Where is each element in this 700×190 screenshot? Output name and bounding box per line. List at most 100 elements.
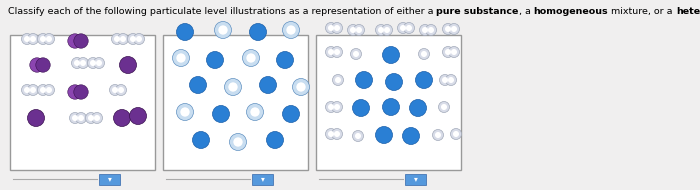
Circle shape <box>441 104 447 110</box>
Circle shape <box>400 25 406 31</box>
Circle shape <box>68 34 82 48</box>
Circle shape <box>276 51 293 69</box>
Circle shape <box>96 60 102 66</box>
Circle shape <box>27 85 38 96</box>
FancyBboxPatch shape <box>99 173 120 184</box>
Circle shape <box>350 27 356 33</box>
Circle shape <box>68 85 82 99</box>
Circle shape <box>71 58 83 69</box>
Circle shape <box>80 60 86 66</box>
Circle shape <box>419 48 430 59</box>
Circle shape <box>283 21 300 39</box>
Circle shape <box>449 24 459 35</box>
Circle shape <box>113 109 130 127</box>
Circle shape <box>40 36 46 42</box>
Circle shape <box>445 49 451 55</box>
Circle shape <box>94 115 100 121</box>
Text: ▾: ▾ <box>108 174 112 184</box>
Circle shape <box>332 74 344 86</box>
FancyBboxPatch shape <box>10 35 155 170</box>
Circle shape <box>353 100 370 116</box>
Circle shape <box>332 47 342 58</box>
Circle shape <box>448 77 454 83</box>
FancyBboxPatch shape <box>163 35 308 170</box>
Circle shape <box>326 128 337 139</box>
Circle shape <box>433 130 444 140</box>
Circle shape <box>43 85 55 96</box>
Circle shape <box>422 27 428 33</box>
Circle shape <box>172 50 190 66</box>
Circle shape <box>384 27 390 33</box>
Circle shape <box>78 115 84 121</box>
Text: Classify each of the following particulate level illustrations as a representati: Classify each of the following particula… <box>8 7 437 16</box>
Circle shape <box>30 58 44 72</box>
Circle shape <box>136 36 142 42</box>
Circle shape <box>421 51 427 57</box>
Circle shape <box>267 131 284 149</box>
Circle shape <box>176 53 186 63</box>
Circle shape <box>328 104 334 110</box>
Circle shape <box>335 77 341 83</box>
Circle shape <box>181 107 190 117</box>
Circle shape <box>347 25 358 36</box>
Circle shape <box>445 26 451 32</box>
Circle shape <box>246 104 263 120</box>
Circle shape <box>326 101 337 112</box>
Circle shape <box>293 78 309 96</box>
Circle shape <box>43 33 55 44</box>
FancyBboxPatch shape <box>405 173 426 184</box>
Circle shape <box>334 49 340 55</box>
Circle shape <box>114 36 120 42</box>
Circle shape <box>228 82 238 92</box>
FancyBboxPatch shape <box>316 35 461 170</box>
Circle shape <box>88 115 94 121</box>
Circle shape <box>72 115 78 121</box>
Circle shape <box>356 71 372 89</box>
Circle shape <box>27 109 45 127</box>
Circle shape <box>38 33 48 44</box>
Circle shape <box>334 131 340 137</box>
Circle shape <box>398 22 409 33</box>
Circle shape <box>328 49 334 55</box>
Circle shape <box>328 131 334 137</box>
Circle shape <box>249 24 267 40</box>
Circle shape <box>334 104 340 110</box>
Circle shape <box>130 36 136 42</box>
Circle shape <box>225 78 242 96</box>
Circle shape <box>116 85 127 96</box>
Text: heterogeneous: heterogeneous <box>676 7 700 16</box>
Circle shape <box>74 85 88 99</box>
Circle shape <box>451 128 461 139</box>
Circle shape <box>451 26 457 32</box>
Circle shape <box>78 58 88 69</box>
Circle shape <box>40 87 46 93</box>
Circle shape <box>403 22 414 33</box>
Circle shape <box>356 27 362 33</box>
Circle shape <box>435 132 441 138</box>
Circle shape <box>442 24 454 35</box>
Circle shape <box>230 134 246 150</box>
Circle shape <box>92 112 102 124</box>
Circle shape <box>242 50 260 66</box>
Circle shape <box>30 87 36 93</box>
Circle shape <box>382 98 400 116</box>
Circle shape <box>332 101 342 112</box>
Circle shape <box>332 128 342 139</box>
Circle shape <box>22 85 32 96</box>
Circle shape <box>449 47 459 58</box>
Circle shape <box>378 27 384 33</box>
FancyBboxPatch shape <box>253 173 274 184</box>
Circle shape <box>410 100 426 116</box>
Circle shape <box>112 87 118 93</box>
Circle shape <box>328 25 334 31</box>
Circle shape <box>442 47 454 58</box>
Circle shape <box>120 36 126 42</box>
Circle shape <box>326 22 337 33</box>
Circle shape <box>386 74 402 90</box>
Circle shape <box>46 36 52 42</box>
Circle shape <box>90 60 96 66</box>
Circle shape <box>193 131 209 149</box>
Circle shape <box>426 25 437 36</box>
Circle shape <box>332 22 342 33</box>
Circle shape <box>88 58 99 69</box>
